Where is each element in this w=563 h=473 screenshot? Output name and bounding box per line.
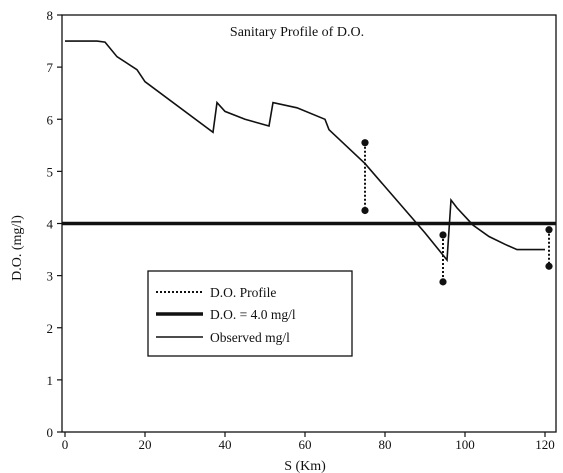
y-tick-label: 3 [47,269,54,284]
x-tick-label: 40 [219,437,232,452]
legend-label-observed: Observed mg/l [210,330,290,345]
y-tick-label: 6 [47,112,54,127]
profile-point [545,226,553,234]
y-tick-label: 8 [47,8,54,23]
profile-point [439,231,447,239]
profile-point [545,262,553,270]
legend: D.O. Profile D.O. = 4.0 mg/l Observed mg… [147,270,353,357]
y-tick-label: 2 [47,321,54,336]
y-tick-label: 4 [47,217,54,232]
x-tick-label: 60 [299,437,312,452]
profile-point [361,139,369,147]
legend-label-do-profile: D.O. Profile [210,285,276,300]
profile-point [361,206,369,215]
y-tick-label: 5 [47,164,54,179]
x-tick-label: 20 [139,437,152,452]
y-axis-label: D.O. (mg/l) [10,215,25,281]
y-tick-label: 0 [47,425,54,440]
observed-line [65,40,545,263]
x-tick-label: 100 [455,437,475,452]
legend-label-threshold: D.O. = 4.0 mg/l [210,307,296,322]
x-tick-label: 80 [379,437,392,452]
y-axis-ticks: 0 1 2 3 4 5 6 7 8 [47,8,62,440]
x-axis-ticks: 0 20 40 60 80 100 120 [62,432,555,452]
y-tick-label: 1 [47,373,54,388]
profile-point [439,278,447,286]
x-tick-label: 120 [535,437,555,452]
chart-title: Sanitary Profile of D.O. [230,25,364,40]
x-axis-label: S (Km) [284,459,326,473]
x-tick-label: 0 [62,437,69,452]
y-tick-label: 7 [47,60,54,75]
series-layer [62,40,556,286]
